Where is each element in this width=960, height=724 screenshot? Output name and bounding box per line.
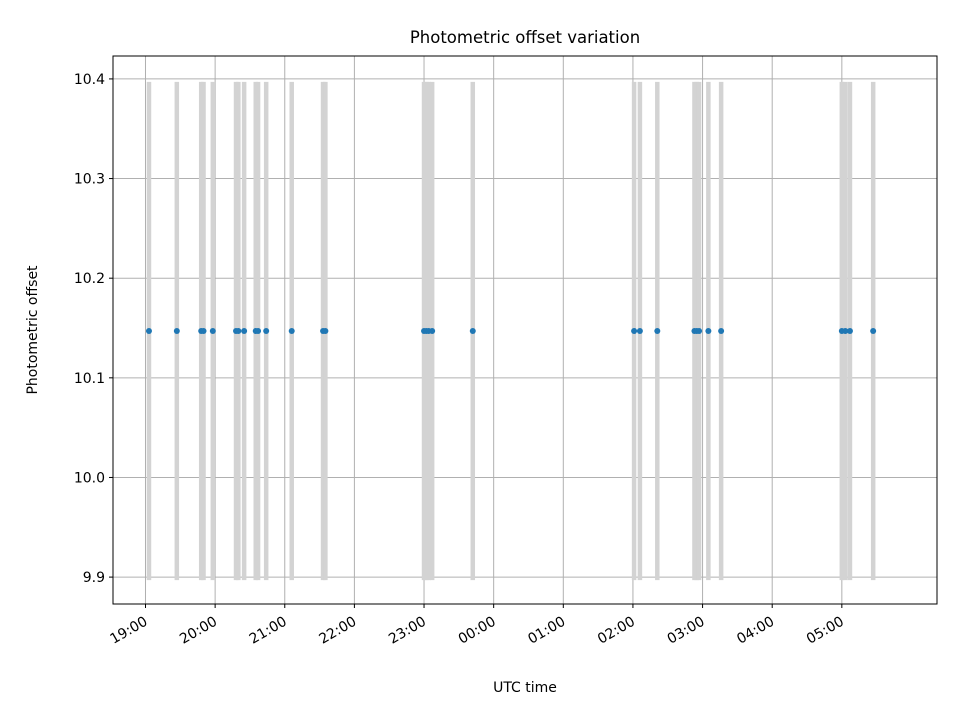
- y-axis: 9.9 10.0 10.1 10.2 10.3 10.4: [74, 72, 113, 586]
- data-point: [322, 327, 329, 334]
- y-tick-label: 10.0: [74, 470, 105, 486]
- y-tick-label: 9.9: [83, 570, 105, 586]
- data-point: [235, 327, 242, 334]
- data-point: [636, 327, 643, 334]
- data-point: [145, 327, 152, 334]
- x-tick-label: 23:00: [386, 614, 429, 648]
- plot-frame: [112, 55, 938, 605]
- x-tick-label: 05:00: [804, 614, 847, 648]
- data-point: [469, 327, 476, 334]
- data-point: [241, 327, 248, 334]
- x-tick-label: 03:00: [665, 614, 708, 648]
- x-tick-label: 19:00: [108, 614, 151, 648]
- data-point: [200, 327, 207, 334]
- chart-title: Photometric offset variation: [410, 28, 640, 47]
- data-point: [696, 327, 703, 334]
- x-axis: 19:00 20:00 21:00 22:00 23:00 00:00 01:00 02:00…: [108, 604, 847, 648]
- data-point: [263, 327, 270, 334]
- data-point: [718, 327, 725, 334]
- y-tick-label: 10.2: [74, 271, 105, 287]
- data-point: [288, 327, 295, 334]
- x-tick-label: 22:00: [316, 614, 359, 648]
- x-tick-label: 02:00: [595, 614, 638, 648]
- data-point: [209, 327, 216, 334]
- data-point: [654, 327, 661, 334]
- data-point: [255, 327, 262, 334]
- data-point: [705, 327, 712, 334]
- data-point: [846, 327, 853, 334]
- data-point: [842, 327, 849, 334]
- data-points: [145, 327, 877, 334]
- x-axis-label: UTC time: [493, 680, 557, 696]
- x-tick-label: 01:00: [525, 614, 568, 648]
- x-tick-label: 00:00: [456, 614, 499, 648]
- data-point: [429, 327, 436, 334]
- x-tick-label: 21:00: [247, 614, 290, 648]
- y-tick-label: 10.4: [74, 72, 105, 88]
- x-tick-label: 20:00: [177, 614, 220, 648]
- data-point: [631, 327, 638, 334]
- data-point: [870, 327, 877, 334]
- data-point: [173, 327, 180, 334]
- x-tick-label: 04:00: [734, 614, 777, 648]
- y-tick-label: 10.1: [74, 371, 105, 387]
- y-axis-label: Photometric offset: [25, 265, 41, 395]
- y-tick-label: 10.3: [74, 172, 105, 188]
